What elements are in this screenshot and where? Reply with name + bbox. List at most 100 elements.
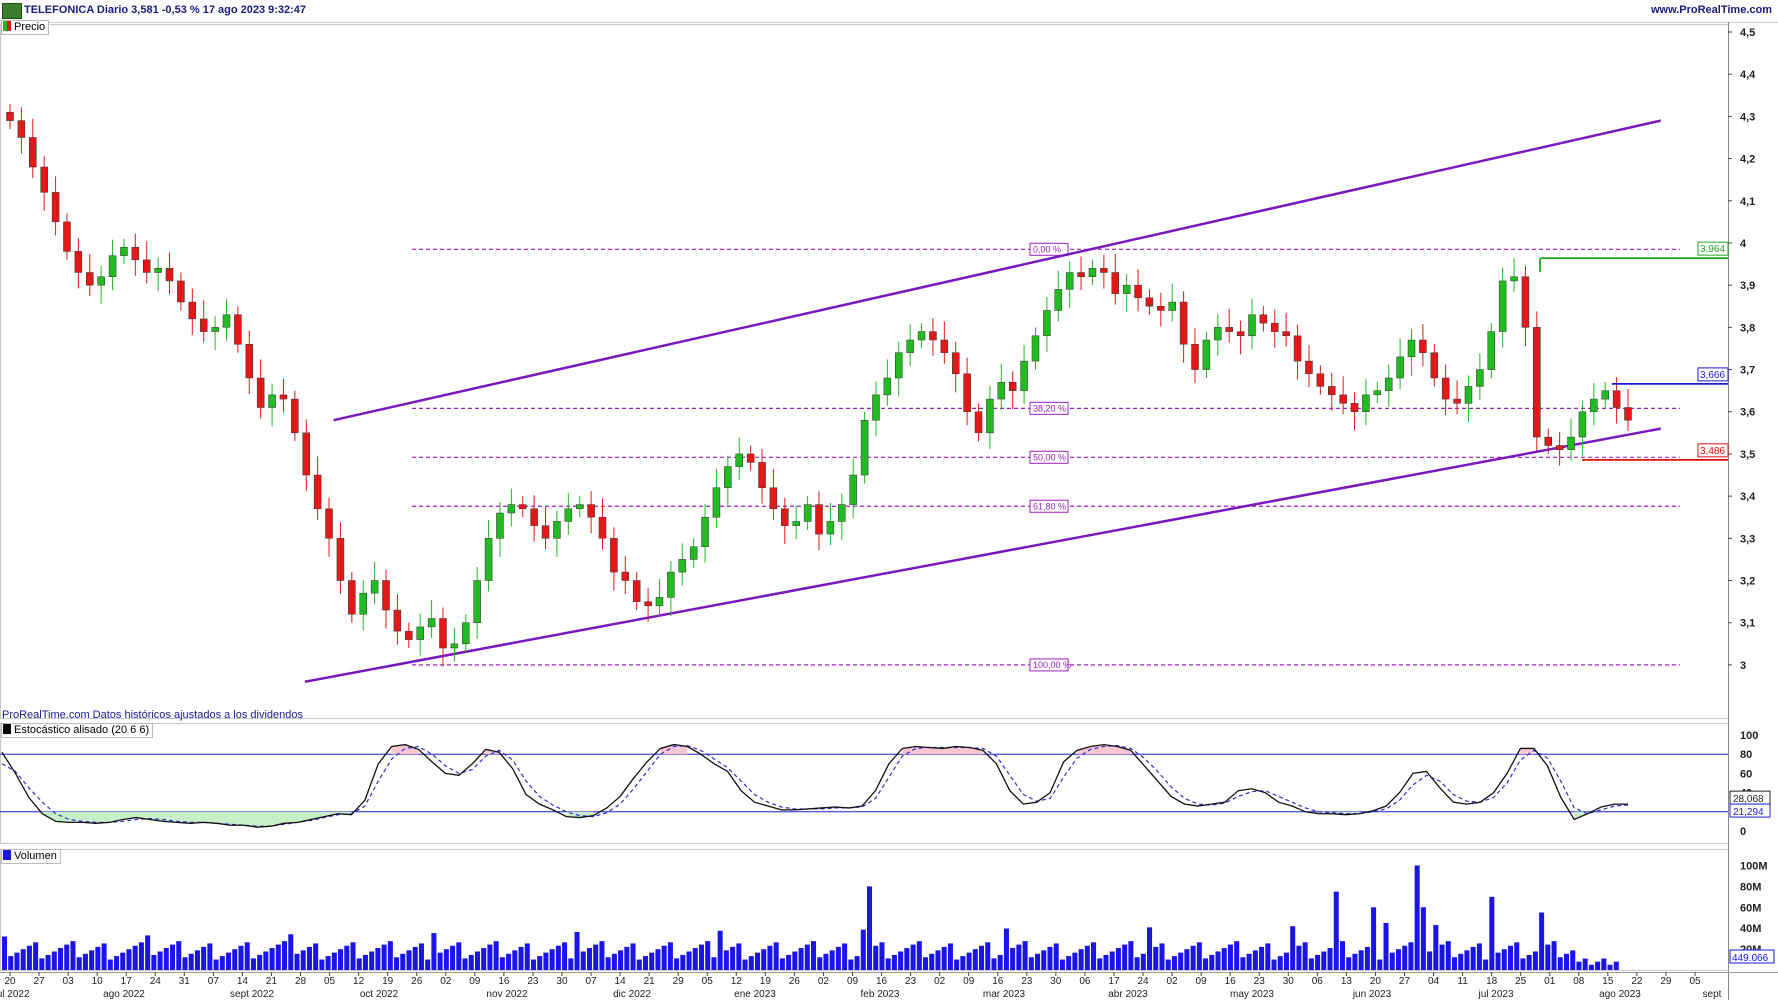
volume-bar [163,948,169,970]
candle-up [450,643,459,649]
candle-up [655,597,664,607]
volume-bar [1227,944,1233,970]
candle-down [769,487,778,510]
stoch-value-tag-box [1729,803,1771,818]
volume-bar [1209,954,1215,970]
x-tick-day: 10 [92,976,104,987]
volume-bar [680,954,686,970]
stoch-y-tick-label: 0 [1740,826,1746,838]
candle-down [815,504,823,535]
volume-value-tag-box [1729,949,1775,964]
volume-y-tick-label: 40M [1740,923,1761,935]
volume-bar [350,942,356,970]
volume-bar [1035,953,1041,970]
level-tag-box [1697,367,1729,382]
x-tick-month: may 2023 [1230,989,1274,1000]
volume-panel-label: Volumen [1,849,61,864]
fib-label-box [1029,450,1069,464]
volume-bar [717,930,723,970]
volume-bar [462,958,468,970]
x-tick-day: 12 [353,976,365,987]
x-tick-day: 09 [1196,976,1208,987]
x-tick-month: ene 2023 [734,989,776,1000]
volume-bar [1507,945,1514,970]
fib-label-box [1029,658,1069,672]
x-tick-month: feb 2023 [861,989,900,1000]
candle-down [746,453,755,463]
candle-up [575,504,584,510]
candle-up [1407,339,1416,358]
volume-bar [1352,953,1358,970]
volume-bar [1053,943,1059,970]
candle-down [530,508,538,526]
candle-down [313,474,322,510]
candle-up [986,398,994,434]
volume-bar [1532,951,1538,970]
stoch-y-tick-label: 80 [1740,749,1752,761]
volume-bar [1545,944,1551,970]
candle-up [826,521,835,535]
volume-bar [674,958,680,970]
volume-bar [1109,951,1115,970]
x-tick-day: 01 [1544,976,1556,987]
volume-bar [300,950,306,970]
x-tick-day: 30 [1050,976,1062,987]
volume-bar [854,956,860,970]
volume-bar [1346,957,1352,970]
candle-down [974,411,983,434]
volume-bar [1122,944,1128,970]
candle-down [1453,398,1461,404]
level-tag: 3,486 [1700,446,1725,457]
volume-bar [294,953,300,970]
x-tick-day: 02 [818,976,830,987]
volume-bar [1302,942,1308,970]
candle-down [587,504,595,518]
x-tick-day: 25 [1515,976,1527,987]
candle-down [1271,322,1279,332]
candle-down [279,394,288,400]
volume-bar [456,942,462,970]
candle-down [1293,335,1302,362]
x-tick-month: oct 2022 [360,989,399,1000]
volume-bar [95,946,101,970]
volume-bar [605,957,611,970]
volume-bar [811,941,817,970]
volume-bar [941,946,947,970]
x-tick-day: 04 [1428,976,1440,987]
fib-label: 38,20 % [1033,403,1066,413]
x-tick-day: 14 [237,976,249,987]
x-tick-day: 26 [411,976,423,987]
volume-bar [1234,941,1240,970]
volume-bar [649,952,655,970]
volume-bar [1433,925,1439,970]
volume-bar [848,959,854,970]
x-tick-month: dic 2022 [613,989,651,1000]
volume-bar [966,952,972,970]
candle-up [1373,390,1382,396]
candle-up [222,314,231,328]
candle-up [154,268,162,273]
volume-bar [1178,952,1184,970]
site-link[interactable]: www.ProRealTime.com [1650,4,1772,16]
volume-bar [1445,941,1451,970]
volume-bar [698,944,705,970]
volume-bar [1420,907,1426,970]
volume-bar [792,951,798,970]
candle-down [541,525,550,539]
candle-down [302,432,311,476]
x-tick-month: ago 2022 [103,989,145,1000]
candle-down [177,280,185,303]
price-y-tick-label: 4,3 [1740,111,1755,123]
candle-up [496,512,504,539]
volume-bar [1582,958,1588,970]
volume-bar [126,949,132,970]
volume-bar [1203,958,1209,970]
candle-up [883,377,892,396]
volume-bar [891,954,897,970]
x-tick-day: 28 [295,976,307,987]
price-panel-label: Precio [1,20,50,35]
volume-bar [362,954,368,970]
candle-down [1236,331,1245,337]
candle-down [1544,436,1552,446]
